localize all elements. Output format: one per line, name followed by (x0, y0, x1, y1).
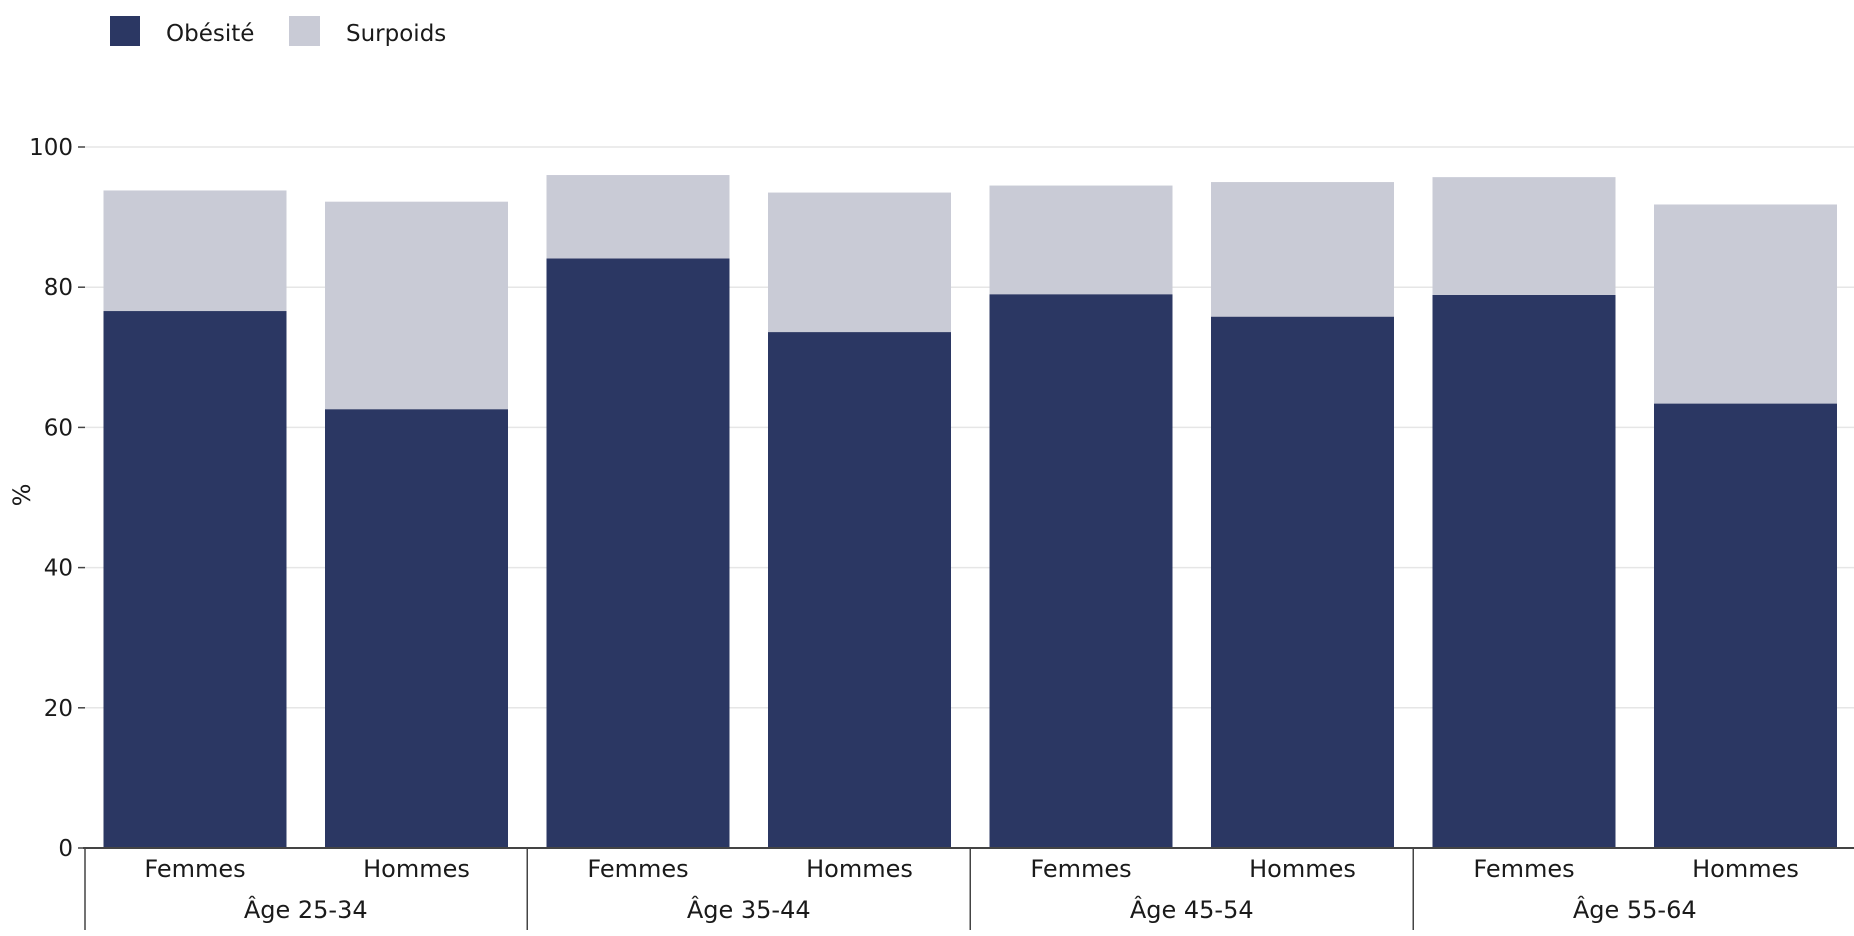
bar-obesite (325, 409, 508, 848)
x-subcategory-label: Femmes (587, 855, 688, 883)
bar-obesite (103, 311, 287, 848)
x-subcategory-label: Hommes (1249, 855, 1356, 883)
y-axis-title: % (8, 484, 36, 507)
x-axis: Femmes Hommes Femmes Hommes Femmes Hommes Femm… (83, 847, 1854, 930)
legend-label-surpoids: Surpoids (346, 21, 446, 47)
y-tick-label: 20 (44, 696, 73, 722)
x-subcategory-label: Hommes (806, 855, 913, 883)
x-subcategory-label: Femmes (144, 855, 245, 883)
y-tick-label: 60 (44, 415, 73, 441)
x-group-label: Âge 55-64 (1573, 895, 1697, 924)
x-subcategory-label: Femmes (1030, 855, 1131, 883)
legend-label-obesite: Obésité (166, 21, 254, 47)
x-group-label: Âge 25-34 (244, 895, 368, 924)
x-subcategory-label: Hommes (1692, 855, 1799, 883)
bar-surpoids (989, 185, 1173, 295)
bar-obesite (989, 294, 1173, 849)
bar-surpoids (1654, 204, 1837, 404)
y-tick-label: 80 (44, 275, 73, 301)
legend-swatch-obesite (110, 16, 140, 46)
x-group-label: Âge 45-54 (1130, 895, 1254, 924)
bars (103, 175, 1837, 849)
y-axis-ticks: 0 20 40 60 80 100 (29, 135, 85, 862)
y-tick-label: 40 (44, 556, 73, 582)
y-tick-label: 100 (29, 135, 73, 161)
bar-surpoids (546, 175, 730, 259)
bar-surpoids (103, 190, 287, 312)
x-subcategory-label: Hommes (363, 855, 470, 883)
x-group-label: Âge 35-44 (687, 895, 811, 924)
x-subcategory-label: Femmes (1473, 855, 1574, 883)
bar-obesite (1432, 294, 1616, 848)
bar-surpoids (1432, 177, 1616, 295)
y-tick-label: 0 (58, 836, 73, 862)
legend: Obésité Surpoids (110, 16, 446, 47)
bar-surpoids (768, 192, 951, 333)
bar-surpoids (325, 201, 508, 410)
bar-obesite (768, 332, 951, 849)
legend-swatch-surpoids (289, 16, 320, 46)
bar-obesite (1211, 316, 1394, 849)
bar-surpoids (1211, 182, 1394, 317)
bar-obesite (1654, 403, 1837, 848)
bar-obesite (546, 258, 730, 849)
